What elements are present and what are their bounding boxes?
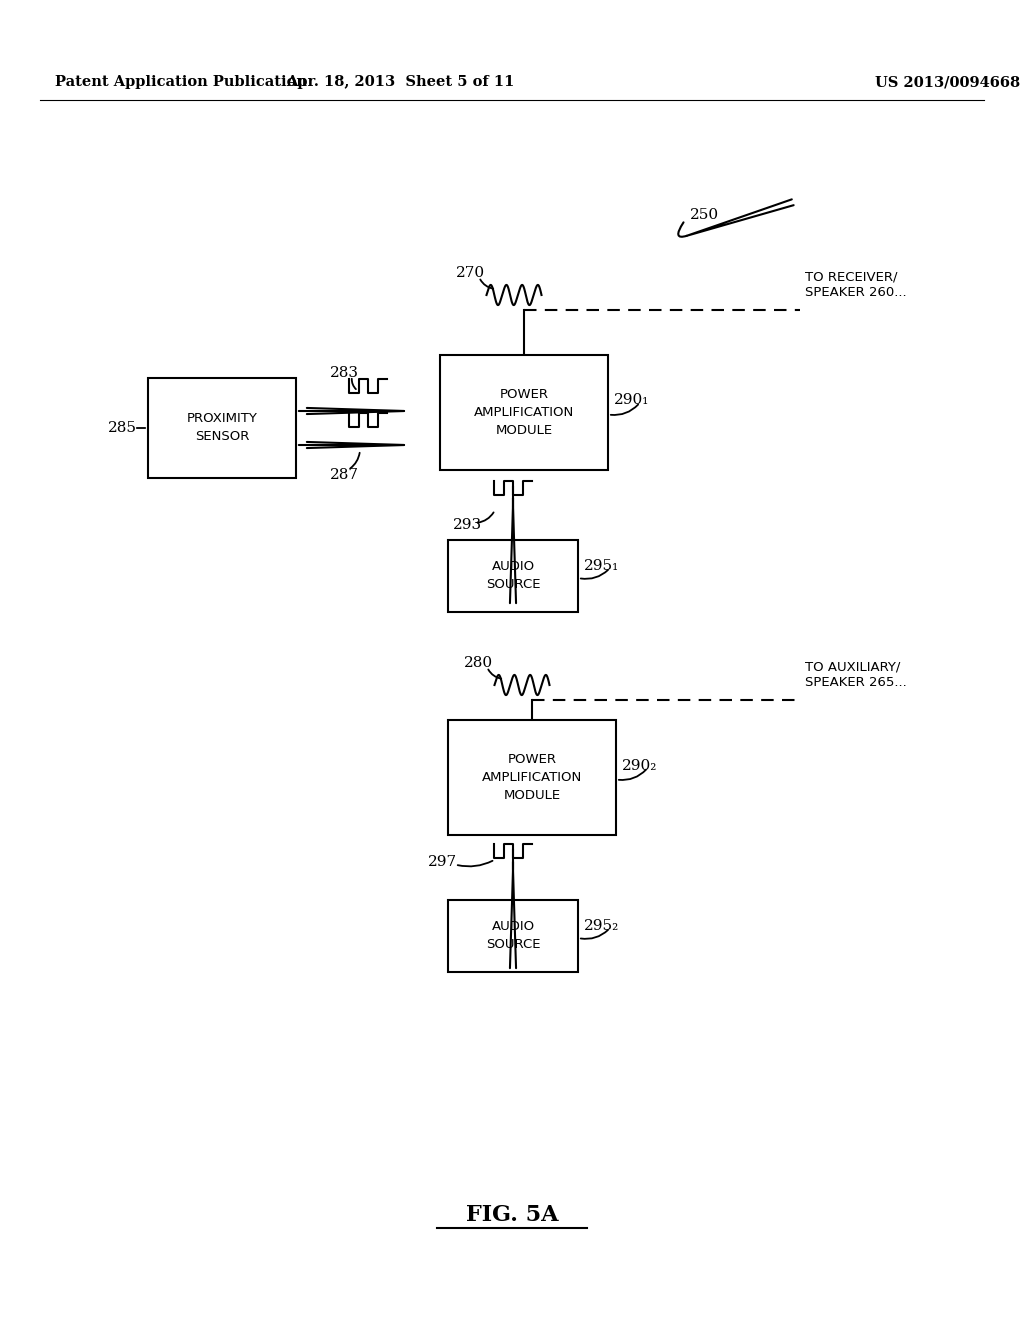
Bar — [449, 900, 578, 972]
Text: POWER
AMPLIFICATION
MODULE: POWER AMPLIFICATION MODULE — [474, 388, 574, 437]
Text: POWER
AMPLIFICATION
MODULE: POWER AMPLIFICATION MODULE — [482, 752, 582, 803]
Text: 270: 270 — [456, 267, 485, 280]
Text: FIG. 5A: FIG. 5A — [466, 1204, 558, 1226]
Text: 295₁: 295₁ — [584, 558, 620, 573]
Text: 285: 285 — [108, 421, 137, 436]
Text: 283: 283 — [330, 366, 359, 380]
Text: TO AUXILIARY/
SPEAKER 265...: TO AUXILIARY/ SPEAKER 265... — [805, 661, 906, 689]
Bar — [440, 355, 608, 470]
Bar — [449, 719, 616, 836]
Text: US 2013/0094668 A1: US 2013/0094668 A1 — [874, 75, 1024, 88]
Text: AUDIO
SOURCE: AUDIO SOURCE — [485, 920, 541, 952]
Text: 290₂: 290₂ — [622, 759, 657, 772]
Text: 297: 297 — [428, 855, 457, 870]
Text: 295₂: 295₂ — [584, 919, 620, 933]
Text: 250: 250 — [690, 209, 719, 222]
Text: 280: 280 — [464, 656, 494, 671]
Text: 290₁: 290₁ — [614, 393, 649, 408]
Bar — [148, 378, 296, 478]
Text: TO RECEIVER/
SPEAKER 260...: TO RECEIVER/ SPEAKER 260... — [805, 271, 906, 300]
Text: 287: 287 — [330, 469, 359, 482]
Text: Apr. 18, 2013  Sheet 5 of 11: Apr. 18, 2013 Sheet 5 of 11 — [286, 75, 514, 88]
Text: Patent Application Publication: Patent Application Publication — [55, 75, 307, 88]
Text: PROXIMITY
SENSOR: PROXIMITY SENSOR — [186, 412, 257, 444]
Bar — [449, 540, 578, 612]
Text: 293: 293 — [453, 517, 482, 532]
Text: AUDIO
SOURCE: AUDIO SOURCE — [485, 561, 541, 591]
